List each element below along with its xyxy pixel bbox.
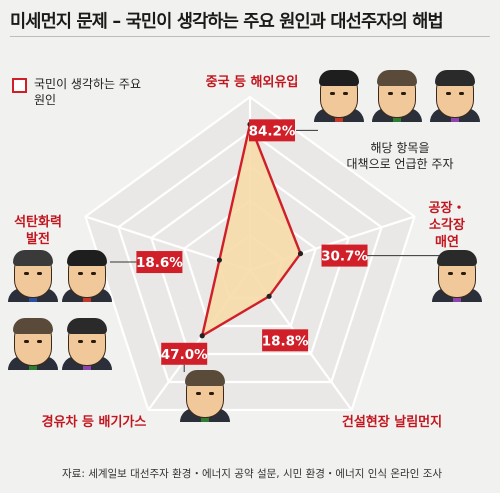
data-point-3 [266,293,272,299]
portrait-eye [330,92,335,95]
data-point-4 [199,333,205,339]
value-label-box-4 [161,342,208,365]
axis-label-5: 석탄화력 발전 [14,214,62,247]
portrait-hair [435,70,475,86]
portrait-hair [377,70,417,86]
portrait-eye [401,92,406,95]
data-point-5 [216,257,222,263]
portrait-hair [319,70,359,86]
portrait-eye [78,340,83,343]
legend-swatch [12,78,27,93]
portrait-hair [13,318,53,334]
portrait-eye [343,92,348,95]
value-label-5: 18.6% [136,255,183,271]
value-label-box-3 [262,329,309,352]
callout-leaders [110,129,440,372]
axis-label-3: 건설현장 날림먼지 [342,414,442,430]
portrait-eye [461,272,466,275]
value-label-4: 47.0% [161,347,208,363]
legend: 국민이 생각하는 주요 원인 [12,76,144,108]
value-label-box-1 [249,119,295,142]
portrait-hair [13,250,53,266]
value-label-3: 18.8% [262,333,309,349]
portrait-eye [196,392,201,395]
source-note: 자료: 세계일보 대선주자 환경・에너지 공약 설문, 시민 환경・에너지 인식… [62,468,443,480]
portrait-hair [67,318,107,334]
data-point-2 [297,250,304,257]
grid-ring-3 [149,164,351,356]
portrait-hair [185,370,225,386]
value-label-box-5 [136,251,183,274]
portrait-eye [388,92,393,95]
axis-label-4: 경유차 등 배기가스 [42,414,147,430]
value-labels: 84.2% 30.7% 18.8% 47.0% 18.6% [136,119,368,365]
portrait-eye [446,92,451,95]
portrait-eye [78,272,83,275]
portrait-eye [24,272,29,275]
portrait-eye [37,272,42,275]
series-area [201,123,302,337]
value-label-2: 30.7% [321,249,368,265]
grid-ring-2 [182,199,318,328]
chart-title: 미세먼지 문제 – 국민이 생각하는 주요 원인과 대선주자의 해법 [10,12,444,32]
portrait-eye [448,272,453,275]
grid-ring-4 [117,130,383,384]
title-divider [10,36,490,37]
axis-label-2: 공장・ 소각장 매연 [429,200,466,250]
portrait-eye [37,340,42,343]
portrait-hair [437,250,477,266]
candidate-callout-text: 해당 항목을 대책으로 언급한 주자 [347,141,454,171]
portrait-eye [91,272,96,275]
axis-label-1: 중국 등 해외유입 [206,74,299,90]
portrait-eye [24,340,29,343]
portrait-hair [67,250,107,266]
legend-label: 국민이 생각하는 주요 원인 [34,77,141,107]
portrait-eye [209,392,214,395]
value-label-box-2 [321,244,368,267]
portrait-eye [459,92,464,95]
value-label-1: 84.2% [249,123,296,139]
portrait-eye [91,340,96,343]
